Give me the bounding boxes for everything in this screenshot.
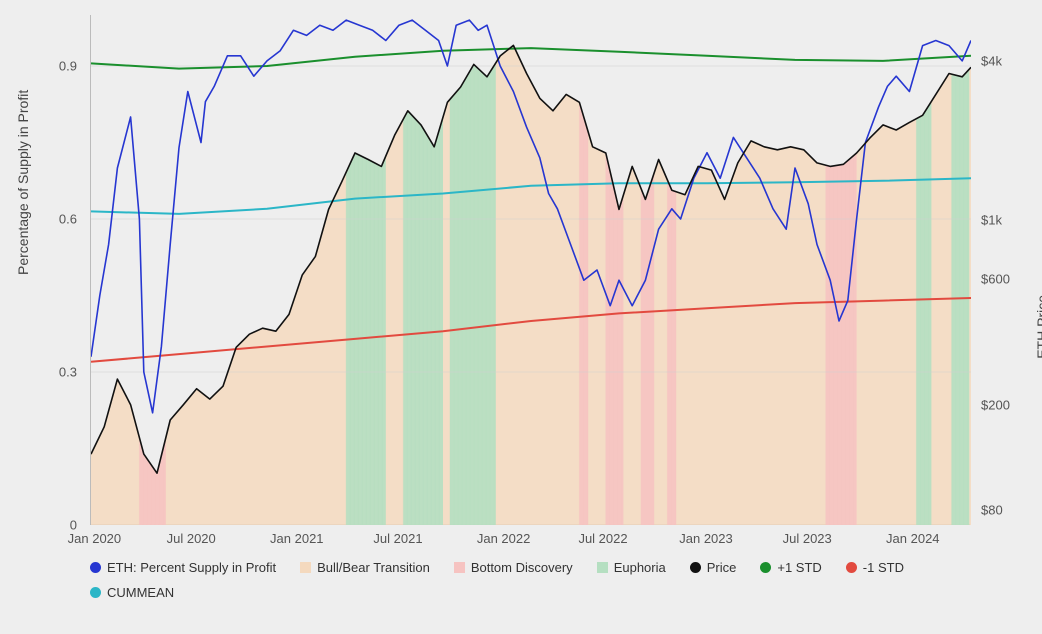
legend-item: Price bbox=[690, 560, 737, 575]
chart-svg bbox=[91, 15, 971, 525]
x-tick-label: Jan 2023 bbox=[679, 531, 733, 546]
legend-label: +1 STD bbox=[777, 560, 821, 575]
x-tick-label: Jul 2023 bbox=[783, 531, 832, 546]
legend-item: CUMMEAN bbox=[90, 585, 174, 600]
regime-band bbox=[826, 15, 857, 525]
legend-square-icon bbox=[454, 562, 465, 573]
legend: ETH: Percent Supply in Profit Bull/Bear T… bbox=[90, 560, 970, 600]
regime-band bbox=[916, 15, 931, 525]
y-right-tick-label: $600 bbox=[981, 271, 1010, 286]
legend-label: Bull/Bear Transition bbox=[317, 560, 430, 575]
legend-dot-icon bbox=[90, 587, 101, 598]
y-right-tick-label: $1k bbox=[981, 213, 1002, 228]
legend-square-icon bbox=[300, 562, 311, 573]
legend-item: Bottom Discovery bbox=[454, 560, 573, 575]
regime-band bbox=[606, 15, 624, 525]
x-tick-label: Jan 2024 bbox=[886, 531, 940, 546]
legend-label: Bottom Discovery bbox=[471, 560, 573, 575]
legend-item: ETH: Percent Supply in Profit bbox=[90, 560, 276, 575]
legend-item: Bull/Bear Transition bbox=[300, 560, 430, 575]
y-left-tick-label: 0.6 bbox=[59, 212, 77, 227]
legend-dot-icon bbox=[760, 562, 771, 573]
chart-container: Percentage of Supply in Profit ETH Price… bbox=[20, 15, 1022, 619]
legend-item: -1 STD bbox=[846, 560, 904, 575]
y-right-tick-label: $200 bbox=[981, 397, 1010, 412]
x-tick-label: Jan 2020 bbox=[68, 531, 122, 546]
y-left-tick-label: 0.9 bbox=[59, 59, 77, 74]
y-axis-right-label: ETH Price bbox=[1034, 295, 1042, 359]
x-tick-label: Jan 2022 bbox=[477, 531, 531, 546]
x-axis-ticks: Jan 2020Jul 2020Jan 2021Jul 2021Jan 2022… bbox=[90, 531, 970, 551]
legend-item: +1 STD bbox=[760, 560, 821, 575]
x-tick-label: Jul 2021 bbox=[373, 531, 422, 546]
y-axis-right-ticks: $80 $200 $600 $1k $4k bbox=[975, 15, 1035, 525]
y-axis-left-ticks: 00.30.60.9 bbox=[20, 15, 85, 525]
legend-dot-icon bbox=[846, 562, 857, 573]
legend-dot-icon bbox=[690, 562, 701, 573]
legend-item: Euphoria bbox=[597, 560, 666, 575]
legend-label: -1 STD bbox=[863, 560, 904, 575]
x-tick-label: Jul 2022 bbox=[578, 531, 627, 546]
y-right-tick-label: $4k bbox=[981, 54, 1002, 69]
legend-label: Price bbox=[707, 560, 737, 575]
regime-band bbox=[952, 15, 970, 525]
y-right-tick-label: $80 bbox=[981, 502, 1003, 517]
legend-dot-icon bbox=[90, 562, 101, 573]
legend-label: CUMMEAN bbox=[107, 585, 174, 600]
legend-label: ETH: Percent Supply in Profit bbox=[107, 560, 276, 575]
plot-area bbox=[90, 15, 970, 525]
legend-label: Euphoria bbox=[614, 560, 666, 575]
x-tick-label: Jan 2021 bbox=[270, 531, 324, 546]
legend-square-icon bbox=[597, 562, 608, 573]
x-tick-label: Jul 2020 bbox=[167, 531, 216, 546]
y-left-tick-label: 0.3 bbox=[59, 365, 77, 380]
regime-band bbox=[139, 15, 165, 525]
